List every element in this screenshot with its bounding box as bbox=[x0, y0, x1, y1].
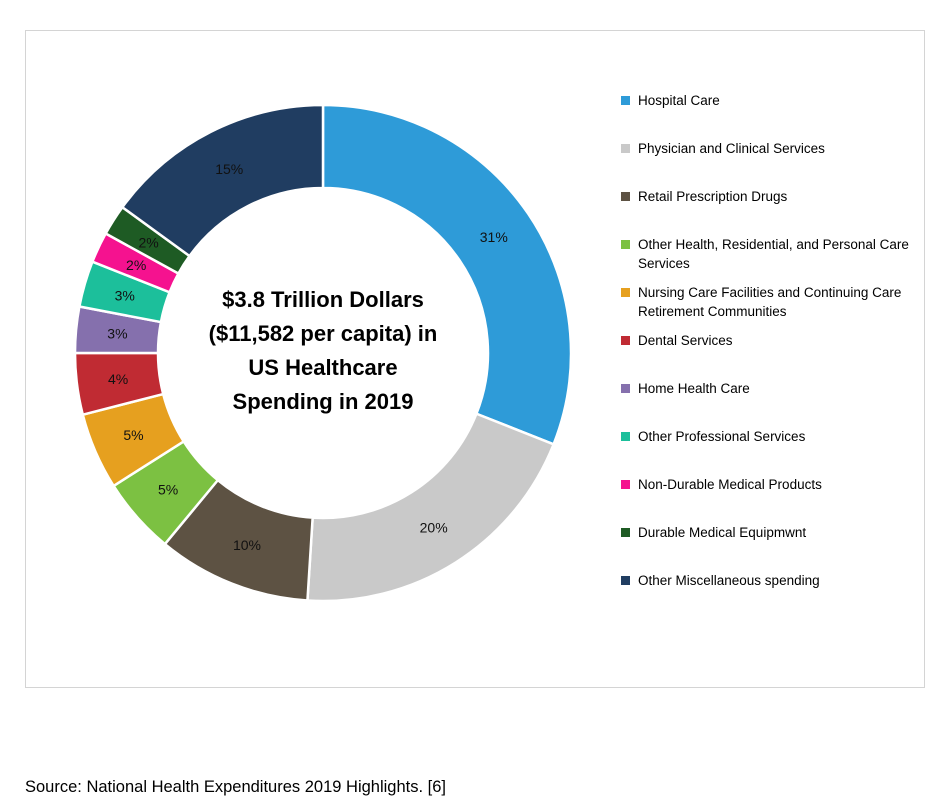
legend-label: Dental Services bbox=[638, 333, 733, 348]
slice-percent-label-8: 2% bbox=[126, 257, 146, 273]
legend-marker-icon bbox=[621, 576, 630, 585]
slice-percent-label-6: 3% bbox=[107, 326, 127, 342]
legend-item-6: Home Health Care bbox=[621, 379, 921, 427]
slice-percent-label-10: 15% bbox=[215, 161, 243, 177]
legend-label: Nursing Care Facilities and Continuing C… bbox=[638, 285, 902, 319]
donut-center-label: $3.8 Trillion Dollars ($11,582 per capit… bbox=[183, 283, 463, 419]
legend-marker-icon bbox=[621, 288, 630, 297]
legend-marker-icon bbox=[621, 192, 630, 201]
legend-marker-icon bbox=[621, 528, 630, 537]
center-label-line-2: ($11,582 per capita) in bbox=[208, 321, 438, 346]
legend-item-1: Physician and Clinical Services bbox=[621, 139, 921, 187]
slice-percent-label-7: 3% bbox=[115, 287, 135, 303]
donut-slice-1 bbox=[306, 412, 555, 603]
center-label-line-1: $3.8 Trillion Dollars bbox=[222, 287, 424, 312]
legend-marker-icon bbox=[621, 144, 630, 153]
legend-item-5: Dental Services bbox=[621, 331, 921, 379]
legend-label: Hospital Care bbox=[638, 93, 720, 108]
legend-marker-icon bbox=[621, 336, 630, 345]
donut-chart: 31% 20% 10% 5% 5% 4% 3% 3% 2% 2% 15% bbox=[73, 103, 573, 603]
slice-percent-label-4: 5% bbox=[123, 427, 143, 443]
slice-percent-label-9: 2% bbox=[139, 234, 159, 250]
legend-item-3: Other Health, Residential, and Personal … bbox=[621, 235, 921, 283]
legend-item-9: Durable Medical Equipmwnt bbox=[621, 523, 921, 571]
center-label-line-3: US Healthcare bbox=[248, 355, 398, 380]
legend-label: Durable Medical Equipmwnt bbox=[638, 525, 807, 540]
legend-label: Physician and Clinical Services bbox=[638, 141, 825, 156]
slice-percent-label-5: 4% bbox=[108, 371, 128, 387]
legend-marker-icon bbox=[621, 384, 630, 393]
legend-marker-icon bbox=[621, 96, 630, 105]
legend-item-0: Hospital Care bbox=[621, 91, 921, 139]
source-citation: Source: National Health Expenditures 201… bbox=[25, 778, 446, 796]
legend-marker-icon bbox=[621, 432, 630, 441]
legend-label: Home Health Care bbox=[638, 381, 750, 396]
legend-label: Retail Prescription Drugs bbox=[638, 189, 788, 204]
legend-label: Other Miscellaneous spending bbox=[638, 573, 820, 588]
legend-item-4: Nursing Care Facilities and Continuing C… bbox=[621, 283, 921, 331]
legend-marker-icon bbox=[621, 240, 630, 249]
legend-label: Other Health, Residential, and Personal … bbox=[638, 237, 909, 271]
legend-marker-icon bbox=[621, 480, 630, 489]
slice-percent-label-1: 20% bbox=[420, 519, 448, 535]
legend-label: Other Professional Services bbox=[638, 429, 806, 444]
center-label-line-4: Spending in 2019 bbox=[232, 389, 414, 414]
chart-panel: 31% 20% 10% 5% 5% 4% 3% 3% 2% 2% 15% $3.8 Trillion… bbox=[25, 30, 925, 688]
donut-slice-0 bbox=[321, 103, 573, 446]
legend-item-8: Non-Durable Medical Products bbox=[621, 475, 921, 523]
legend-item-10: Other Miscellaneous spending bbox=[621, 571, 921, 619]
slice-percent-label-2: 10% bbox=[233, 537, 261, 553]
donut-slice-10 bbox=[121, 103, 325, 258]
chart-legend: Hospital Care Physician and Clinical Serv… bbox=[621, 91, 921, 619]
slice-percent-label-3: 5% bbox=[158, 482, 178, 498]
slice-percent-label-0: 31% bbox=[480, 229, 508, 245]
legend-item-2: Retail Prescription Drugs bbox=[621, 187, 921, 235]
legend-item-7: Other Professional Services bbox=[621, 427, 921, 475]
legend-label: Non-Durable Medical Products bbox=[638, 477, 822, 492]
